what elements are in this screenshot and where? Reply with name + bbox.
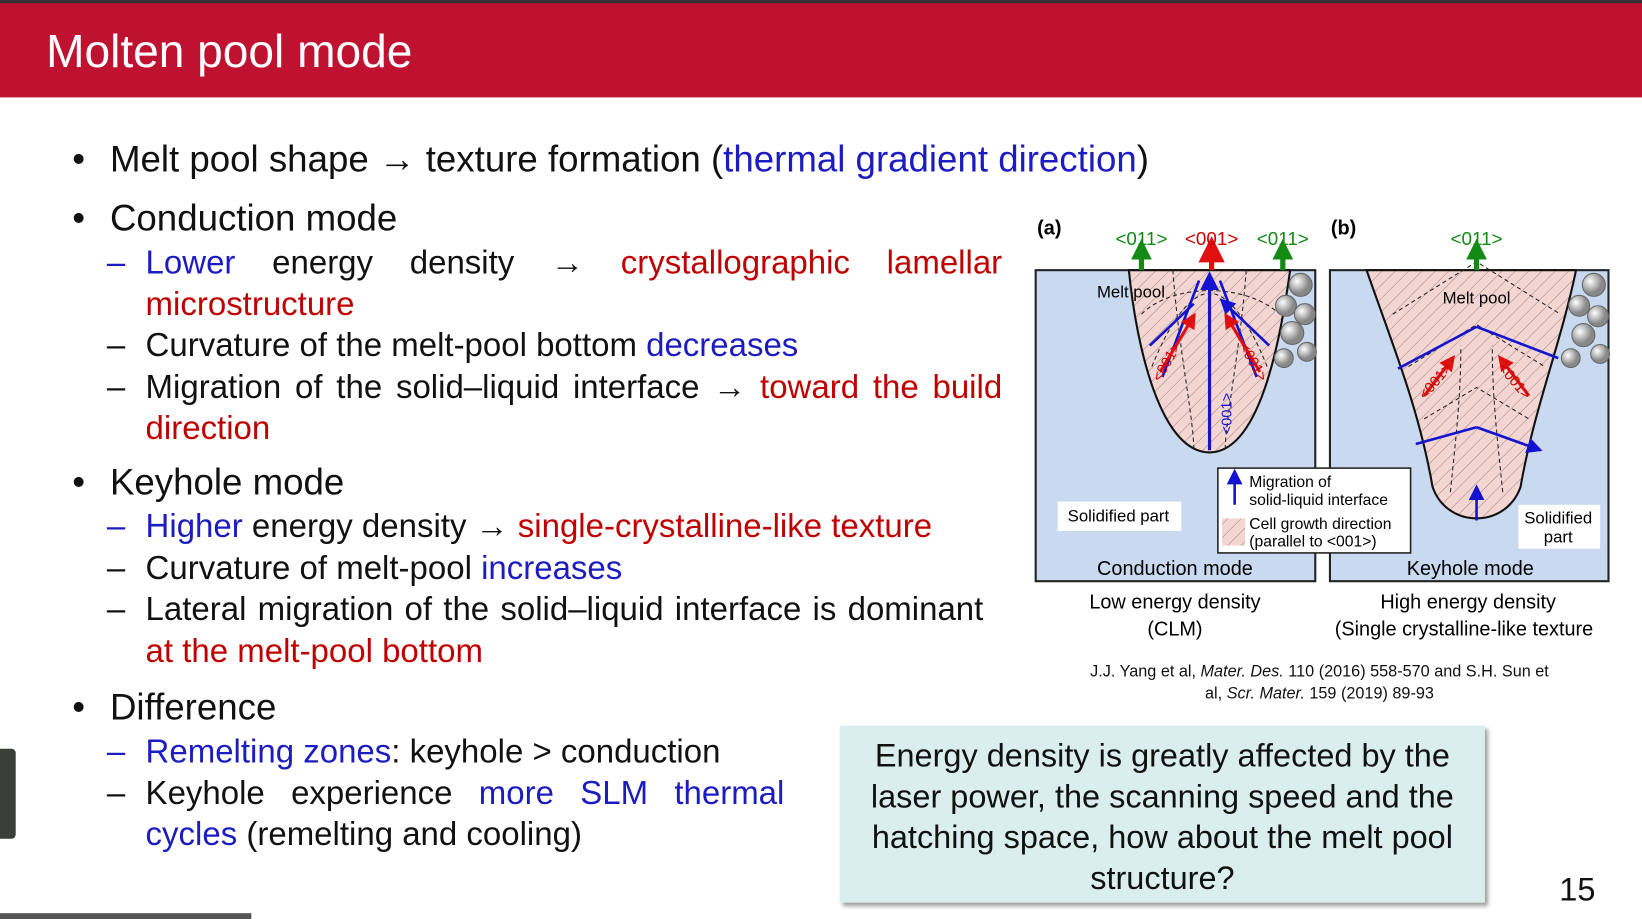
text-run: Melt pool shape → texture formation ( [109,139,724,181]
bullet-text: Melt pool shape → texture formation (the… [110,139,1402,181]
mode-label: Keyhole mode [1407,558,1534,580]
melt-pool-label: Melt pool [1443,289,1511,308]
legend-label: Cell growth direction [1249,516,1391,533]
text-run: Conduction mode [109,197,398,239]
legend-label: Migration of [1249,474,1332,491]
solidified-label: part [1544,527,1573,546]
text-run: Lower [145,242,236,281]
sub-bullet: – Lateral migration of the solid–liquid i… [107,589,984,672]
text-run: energy density → [242,506,518,545]
dash-marker: – [106,589,126,628]
sub-list: – Remelting zones: keyhole > conduction – K… [107,731,785,855]
direction-label: <011> [1451,228,1503,249]
bullet: • Difference – Remelting zones: keyhole > c… [72,687,785,855]
text-run: Curvature of melt-pool [145,548,482,586]
text-run: 159 (2019) 89-93 [1304,684,1434,703]
panel-b: (b) <011> Melt pool <001> <001> Solidifi… [1328,218,1611,641]
legend-label: (parallel to <001>) [1249,534,1376,551]
bullet: • Keyhole mode – Higher energy density → si… [72,462,984,672]
sub-bullet: – Curvature of the melt-pool bottom decre… [107,325,1003,366]
bullet-marker: • [72,197,86,239]
text-run: single-crystalline-like texture [517,506,933,545]
progress-bar [0,913,252,919]
text-run: Difference [109,686,277,728]
text-run: at the melt-pool bottom [145,630,483,669]
caption: Low energy density [1089,591,1260,613]
sub-bullet: – Lower energy density → crystallographic… [107,242,1003,325]
legend: Migration of solid-liquid interface Cell… [1217,467,1412,554]
text-run: decreases [646,325,799,364]
bullet: • Conduction mode – Lower energy density → … [72,198,1003,449]
dash-marker: – [106,548,126,586]
text-run: Higher [145,506,243,545]
direction-label: <011> [1115,228,1167,249]
bullet-text: Difference [110,687,784,729]
slide-title: Molten pool mode [46,26,413,78]
caption: High energy density [1380,591,1556,613]
text-run: Mater. Des. [1200,662,1284,681]
text-run: : keyhole > conduction [391,731,721,770]
text-run: al, [1205,684,1227,703]
legend-label: solid-liquid interface [1249,492,1388,509]
text-run: Remelting zones [145,731,392,770]
text-run: Scr. Mater. [1226,684,1305,703]
dash-marker: – [106,506,126,545]
text-run: toward the build direction [145,367,1003,447]
text-run: crystallographic lamellar microstructure [145,242,1003,323]
sub-bullet: – Higher energy density → single-crystall… [107,506,984,547]
text-run: J.J. Yang et al, [1090,662,1201,681]
direction-label: <011> [1257,228,1309,249]
sub-bullet: – Migration of the solid–liquid interface… [107,366,1003,449]
text-run: Migration of the solid–liquid interface … [145,367,761,405]
text-run: Lateral migration of the solid–liquid in… [145,589,984,628]
sub-bullet: – Remelting zones: keyhole > conduction [107,731,785,772]
text-run: Keyhole mode [109,461,345,503]
text-run: increases [481,548,623,586]
text-run: energy density → [235,242,621,281]
callout-box: Energy density is greatly affected by th… [839,725,1485,903]
dash-marker: – [106,325,126,364]
direction-label: <001> [1185,228,1238,249]
sub-bullet: – Curvature of melt-pool increases [107,547,984,588]
dash-marker: – [106,731,126,770]
caption: (CLM) [1147,619,1202,641]
text-run: ) [1136,139,1149,181]
sub-list: – Higher energy density → single-crystall… [107,506,984,672]
page-number: 15 [1559,871,1596,908]
text-run: (remelting and cooling) [237,814,582,853]
dash-marker: – [106,367,126,405]
panel-a: (a) <011> <001> <011> Melt pool <001> <0… [1034,218,1317,641]
header-bar: Molten pool mode [0,0,1642,98]
caption: (Single crystalline-like texture [1335,619,1593,641]
text-run: Curvature of the melt-pool bottom [145,325,647,364]
dash-marker: – [106,242,126,281]
mode-label: Conduction mode [1097,558,1253,580]
text-run: 110 (2016) 558-570 and S.H. Sun et [1283,662,1549,681]
sub-list: – Lower energy density → crystallographic… [107,242,1003,449]
bullet-marker: • [72,139,86,181]
solidified-label: Solidified [1524,509,1592,528]
solidified-label: Solidified part [1068,507,1170,526]
text-run: thermal gradient direction [723,139,1137,181]
citation-line: J.J. Yang et al, Mater. Des. 110 (2016) … [1058,661,1582,683]
bullet-marker: • [72,461,86,503]
bullet: • Melt pool shape → texture formation (th… [72,139,1402,181]
citation: J.J. Yang et al, Mater. Des. 110 (2016) … [1058,661,1582,705]
panel-tag: (b) [1331,218,1356,240]
sub-bullet: – Keyhole experience more SLM thermal cyc… [107,772,785,855]
growth-label: <001> [1220,393,1236,435]
melt-pool-label: Melt pool [1097,282,1165,301]
text-run: more SLM thermal cycles [145,773,785,853]
panel-tag: (a) [1037,218,1061,240]
dash-marker: – [106,773,126,812]
bullet-text: Conduction mode [110,198,1002,240]
citation-line: al, Scr. Mater. 159 (2019) 89-93 [1058,683,1582,705]
text-run: Keyhole experience [145,773,479,812]
bullet-text: Keyhole mode [110,462,983,504]
bullet-marker: • [72,686,86,728]
side-widget [0,748,16,839]
